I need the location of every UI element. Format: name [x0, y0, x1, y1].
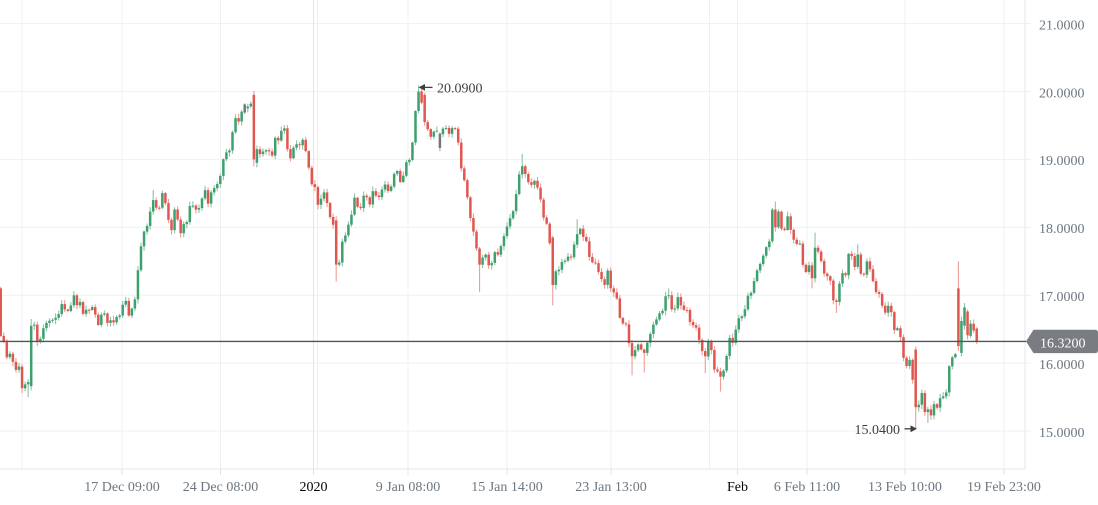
- svg-text:2020: 2020: [300, 480, 328, 495]
- svg-text:13 Feb 10:00: 13 Feb 10:00: [868, 480, 942, 495]
- svg-text:15 Jan 14:00: 15 Jan 14:00: [471, 480, 543, 495]
- svg-text:19.0000: 19.0000: [1039, 154, 1085, 169]
- svg-text:20.0900: 20.0900: [437, 81, 483, 96]
- svg-text:18.0000: 18.0000: [1039, 222, 1085, 237]
- svg-text:16.3200: 16.3200: [1040, 336, 1086, 351]
- svg-text:9 Jan 08:00: 9 Jan 08:00: [376, 480, 441, 495]
- svg-text:Feb: Feb: [727, 480, 748, 495]
- svg-text:23 Jan 13:00: 23 Jan 13:00: [575, 480, 647, 495]
- svg-text:21.0000: 21.0000: [1039, 18, 1085, 33]
- svg-text:17.0000: 17.0000: [1039, 290, 1085, 305]
- svg-text:15.0000: 15.0000: [1039, 426, 1085, 441]
- svg-text:6 Feb 11:00: 6 Feb 11:00: [774, 480, 840, 495]
- svg-text:19 Feb 23:00: 19 Feb 23:00: [967, 480, 1041, 495]
- svg-text:17 Dec 09:00: 17 Dec 09:00: [84, 480, 159, 495]
- svg-text:15.0400: 15.0400: [855, 423, 901, 438]
- svg-text:24 Dec 08:00: 24 Dec 08:00: [183, 480, 258, 495]
- svg-text:16.0000: 16.0000: [1039, 358, 1085, 373]
- svg-text:20.0000: 20.0000: [1039, 86, 1085, 101]
